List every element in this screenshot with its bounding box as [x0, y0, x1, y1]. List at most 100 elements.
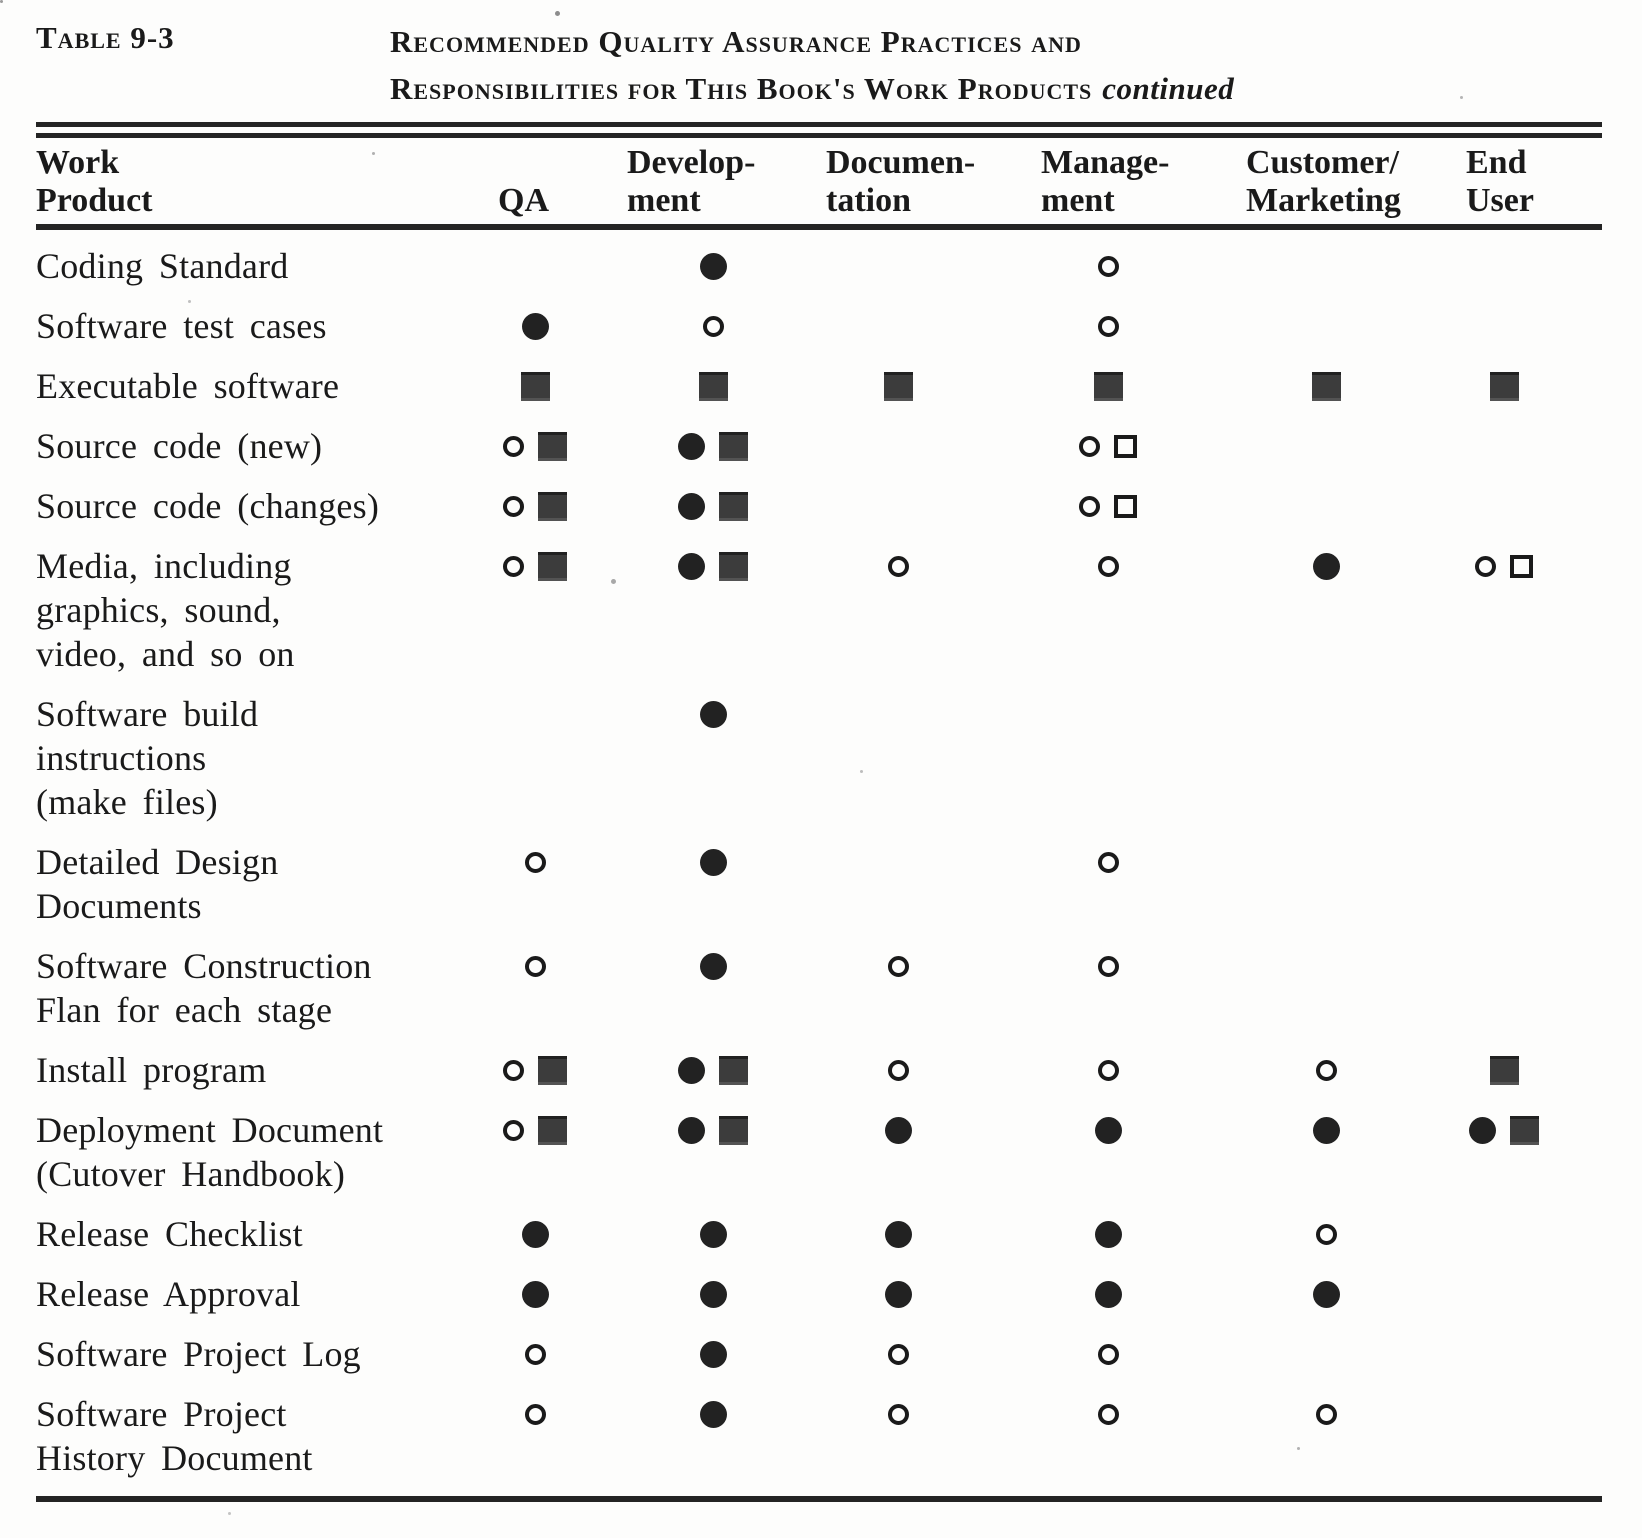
table-title: Recommended Quality Assurance Practices … — [390, 18, 1234, 112]
work-product-name: Executable software — [36, 366, 340, 406]
responsibility-cell — [600, 244, 826, 288]
responsibility-cell — [1246, 1212, 1406, 1256]
open-circle-symbol — [1097, 255, 1119, 277]
responsibility-cell — [1246, 364, 1406, 408]
responsibility-cell — [1246, 1048, 1406, 1092]
open-circle-symbol — [503, 555, 524, 577]
responsibility-cell — [1246, 544, 1406, 588]
responsibility-cell — [826, 1108, 970, 1152]
table-number: Table 9-3 — [36, 20, 175, 55]
responsibility-cell — [1246, 840, 1406, 884]
responsibility-cell — [1406, 484, 1602, 528]
responsibility-cell — [600, 1332, 826, 1376]
filled-circle-symbol — [1094, 1280, 1122, 1308]
filled-square-symbol — [719, 431, 748, 461]
responsibility-cell — [470, 944, 600, 988]
responsibility-cell — [1406, 692, 1602, 736]
table-row: Deployment Document (Cutover Handbook) — [36, 1108, 1602, 1212]
table-row: Release Checklist — [36, 1212, 1602, 1272]
work-product-name: Software Project Log — [36, 1334, 361, 1374]
open-circle-symbol — [1079, 495, 1100, 517]
filled-square-symbol — [883, 371, 913, 401]
open-square-symbol — [1114, 494, 1137, 518]
filled-circle-symbol — [678, 1116, 705, 1144]
filled-square-symbol — [538, 491, 567, 521]
column-header-development: Develop- ment — [627, 144, 756, 219]
responsibility-cell — [470, 1272, 600, 1316]
column-header-work-product: Work Product — [36, 144, 153, 219]
responsibility-cell — [970, 1108, 1246, 1152]
filled-square-symbol — [719, 1055, 748, 1085]
responsibility-cell — [1246, 692, 1406, 736]
open-circle-symbol — [524, 1343, 546, 1365]
work-product-name: Install program — [36, 1050, 267, 1090]
responsibility-cell — [1406, 424, 1602, 468]
table-row: Executable software — [36, 364, 1602, 424]
responsibility-cell — [470, 304, 600, 348]
work-product-name: Media, including graphics, sound, video,… — [36, 546, 295, 674]
responsibility-cell — [470, 1048, 600, 1092]
scan-specks — [0, 0, 3, 3]
table-row: Install program — [36, 1048, 1602, 1108]
responsibility-cell — [970, 1212, 1246, 1256]
filled-circle-symbol — [699, 1280, 727, 1308]
filled-square-symbol — [538, 551, 567, 581]
responsibility-cell — [970, 944, 1246, 988]
column-header-documentation: Documen- tation — [826, 144, 976, 219]
table-row: Software Project History Document — [36, 1392, 1602, 1496]
responsibility-cell — [600, 364, 826, 408]
open-circle-symbol — [887, 1059, 909, 1081]
responsibility-cell — [970, 840, 1246, 884]
responsibility-cell — [1406, 304, 1602, 348]
open-circle-symbol — [524, 1403, 546, 1425]
work-product-name: Coding Standard — [36, 246, 289, 286]
open-circle-symbol — [503, 1119, 524, 1141]
column-header-qa: QA — [498, 182, 549, 219]
responsibility-cell — [1246, 1392, 1406, 1436]
filled-circle-symbol — [1312, 552, 1340, 580]
bottom-rule — [36, 1496, 1602, 1502]
responsibility-cell — [600, 944, 826, 988]
responsibility-cell — [826, 1212, 970, 1256]
responsibility-cell — [600, 424, 826, 468]
work-product-name: Release Approval — [36, 1274, 301, 1314]
responsibility-cell — [1246, 304, 1406, 348]
filled-circle-symbol — [699, 1220, 727, 1248]
filled-circle-symbol — [699, 700, 727, 728]
work-product-name: Source code (new) — [36, 426, 323, 466]
responsibility-cell — [826, 944, 970, 988]
open-circle-symbol — [1079, 435, 1100, 457]
table-row: Coding Standard — [36, 244, 1602, 304]
open-circle-symbol — [1097, 1343, 1119, 1365]
open-circle-symbol — [887, 955, 909, 977]
column-header-end-user: End User — [1466, 144, 1534, 219]
continued-label: continued — [1102, 71, 1235, 106]
responsibility-cell — [600, 1108, 826, 1152]
filled-circle-symbol — [1094, 1220, 1122, 1248]
responsibility-cell — [1406, 1212, 1602, 1256]
open-circle-symbol — [1097, 1059, 1119, 1081]
open-circle-symbol — [1315, 1059, 1337, 1081]
work-product-name: Software test cases — [36, 306, 327, 346]
responsibility-cell — [600, 1212, 826, 1256]
filled-square-symbol — [719, 491, 748, 521]
responsibility-cell — [826, 424, 970, 468]
top-double-rule — [36, 122, 1602, 138]
responsibility-cell — [970, 424, 1246, 468]
filled-circle-symbol — [678, 552, 705, 580]
filled-circle-symbol — [521, 312, 549, 340]
work-product-name: Software Construction Flan for each stag… — [36, 946, 372, 1030]
responsibility-cell — [470, 544, 600, 588]
filled-circle-symbol — [884, 1220, 912, 1248]
responsibility-cell — [970, 1272, 1246, 1316]
filled-square-symbol — [1489, 1055, 1519, 1085]
responsibility-cell — [1246, 1108, 1406, 1152]
open-circle-symbol — [503, 495, 524, 517]
responsibility-cell — [970, 484, 1246, 528]
filled-square-symbol — [1093, 371, 1123, 401]
table-row: Software test cases — [36, 304, 1602, 364]
open-circle-symbol — [702, 315, 724, 337]
responsibility-cell — [470, 1392, 600, 1436]
table-row: Software build instructions (make files) — [36, 692, 1602, 840]
